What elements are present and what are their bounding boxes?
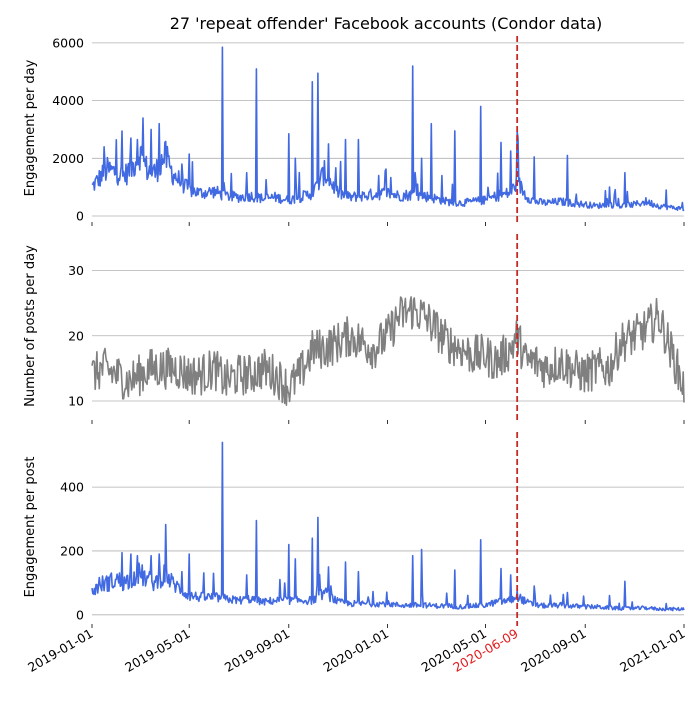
panel-1: 0 2000 4000 6000 Engagement per day bbox=[23, 35, 685, 226]
y-tick-label: 400 bbox=[60, 480, 84, 495]
y-axis-label: Engagement per day bbox=[23, 59, 38, 196]
y-axis-label: Number of posts per day bbox=[23, 245, 38, 407]
y-tick-label: 2000 bbox=[52, 151, 84, 166]
panel-2: 10 20 30 Number of posts per day bbox=[23, 234, 685, 424]
y-tick-label: 10 bbox=[68, 393, 84, 408]
y-tick-label: 0 bbox=[76, 607, 84, 622]
x-tick-label: 2019-09-01 bbox=[222, 626, 292, 675]
y-tick-label: 200 bbox=[60, 543, 84, 558]
y-tick-label: 20 bbox=[68, 328, 84, 343]
x-tick-label: 2020-09-01 bbox=[518, 626, 588, 675]
y-tick-label: 30 bbox=[68, 263, 84, 278]
series-line bbox=[91, 441, 685, 612]
x-tick-label: 2019-01-01 bbox=[25, 626, 95, 675]
panel-3: 0 200 400 Engagement per post bbox=[23, 432, 685, 628]
series-line bbox=[91, 46, 685, 212]
x-tick-label: 2020-01-01 bbox=[321, 626, 391, 675]
y-axis-label: Engagement per post bbox=[23, 457, 38, 598]
y-tick-label: 6000 bbox=[52, 35, 84, 50]
x-tick-label: 2021-01-01 bbox=[617, 626, 687, 675]
y-tick-label: 0 bbox=[76, 209, 84, 224]
x-axis: 2019-01-01 2019-05-01 2019-09-01 2020-01-01… bbox=[25, 626, 687, 675]
y-tick-label: 4000 bbox=[52, 93, 84, 108]
x-tick-label: 2019-05-01 bbox=[122, 626, 192, 675]
chart-title: 27 'repeat offender' Facebook accounts (… bbox=[170, 14, 603, 33]
series-line bbox=[91, 296, 685, 407]
